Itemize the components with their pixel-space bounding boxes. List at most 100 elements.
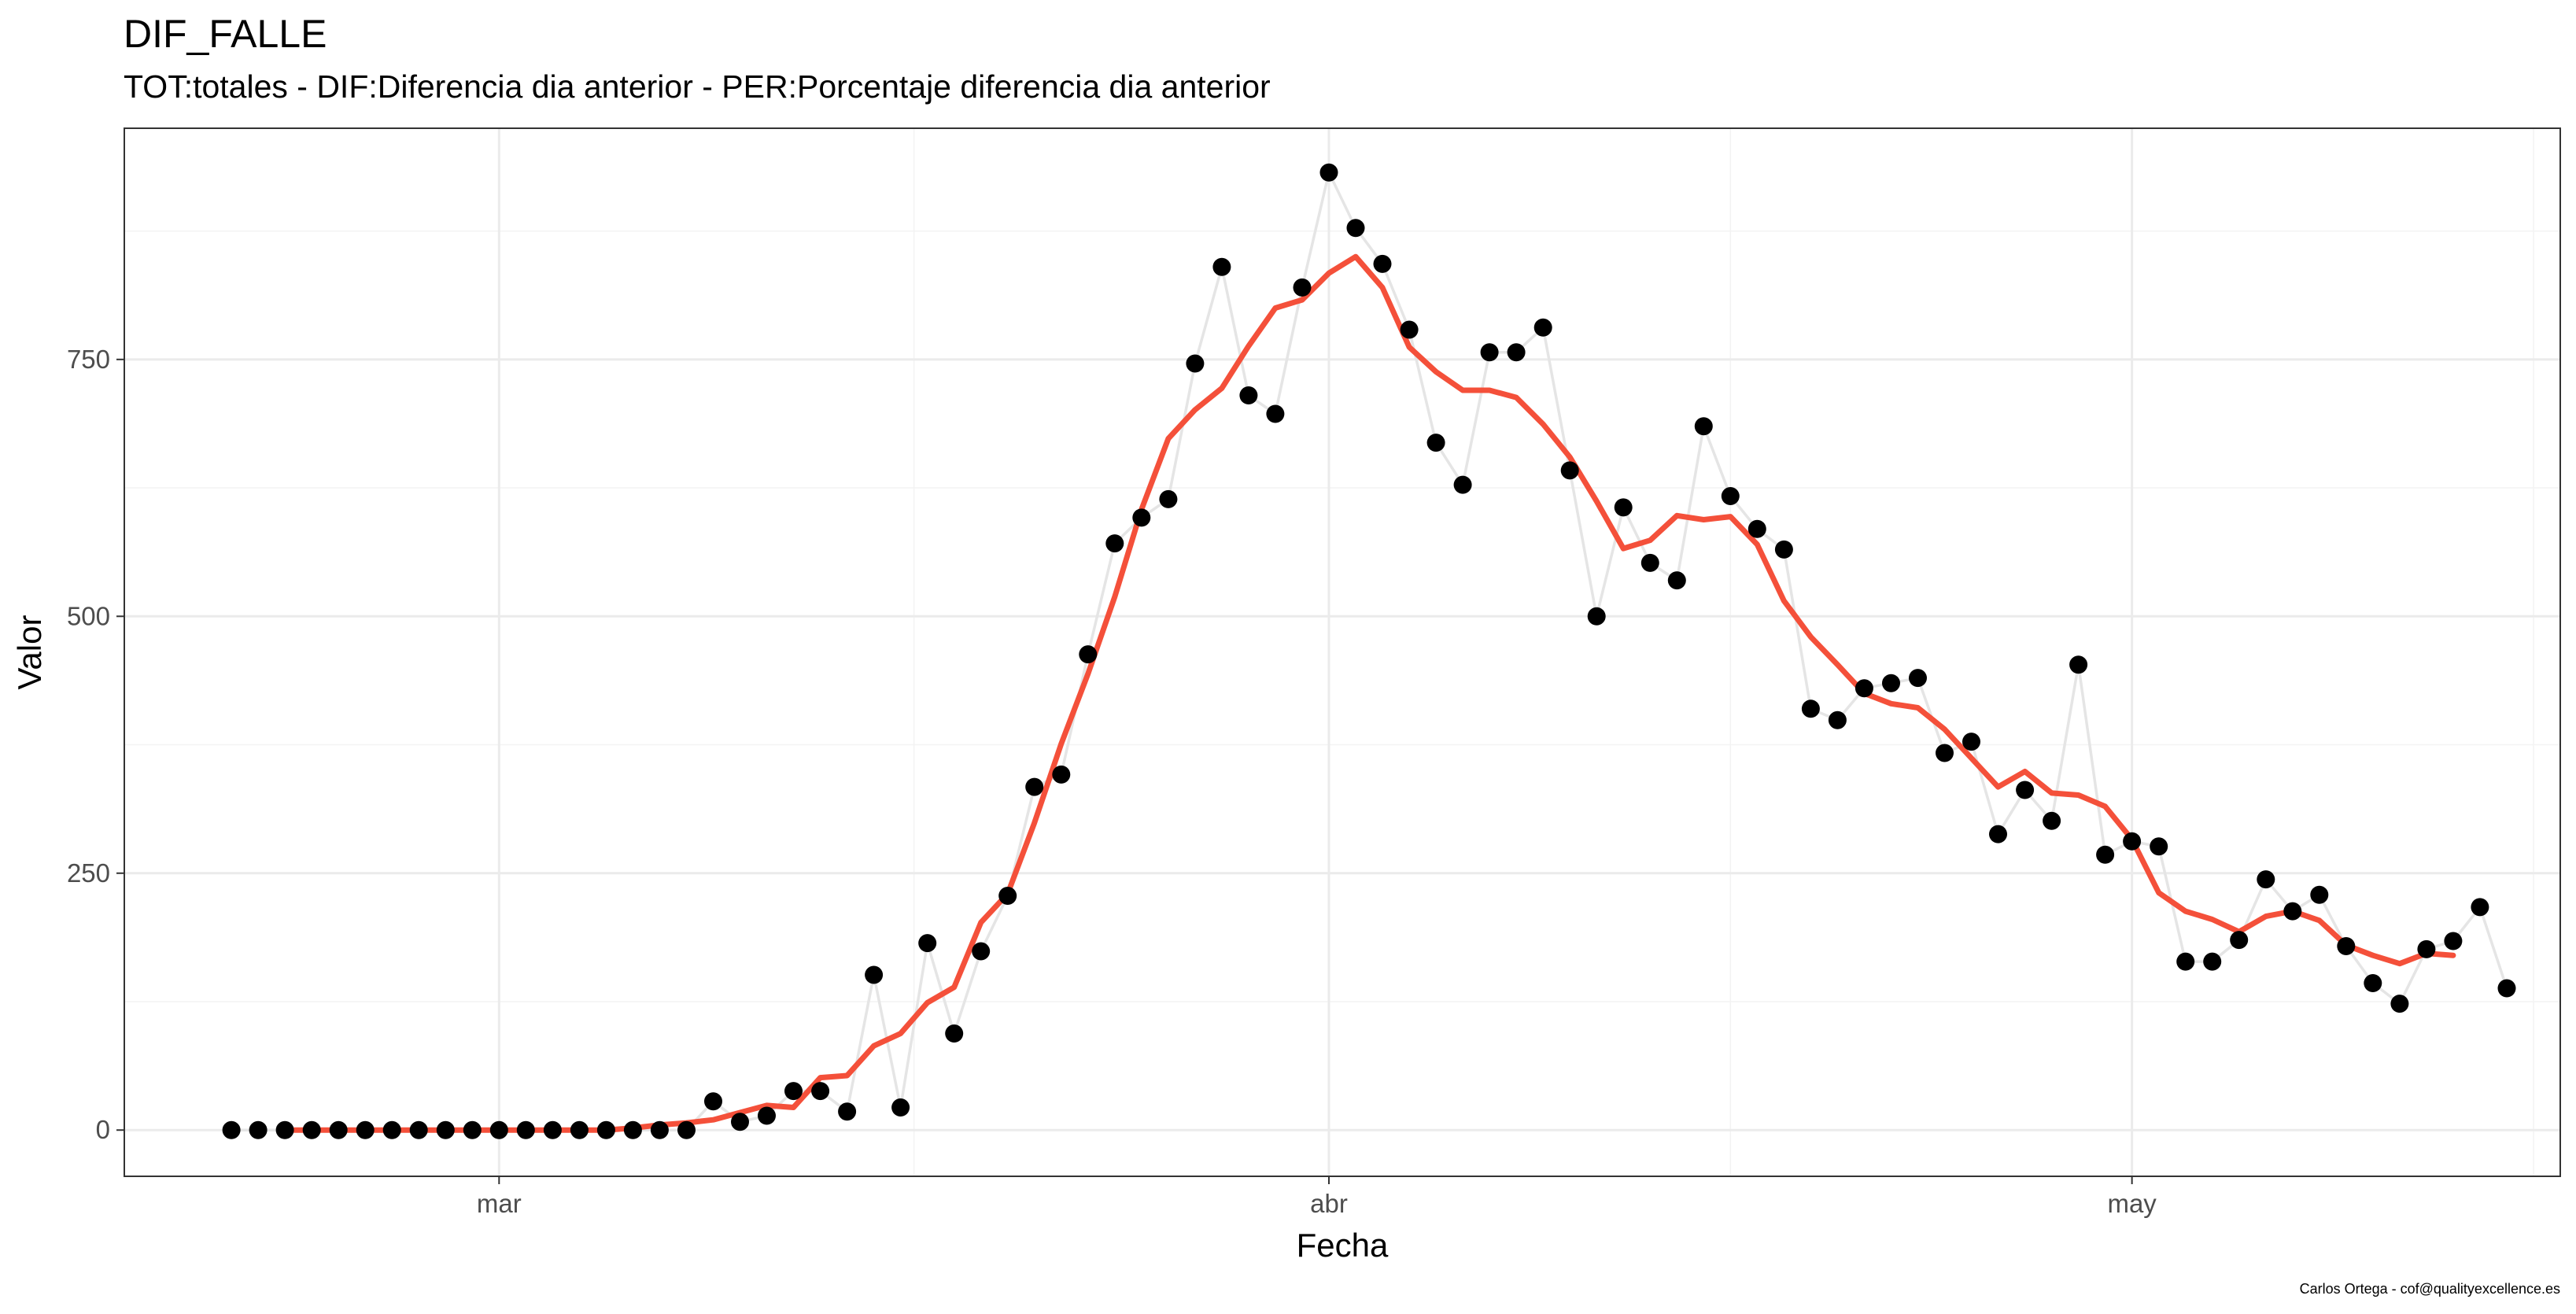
data-point (2257, 870, 2275, 889)
data-point (570, 1120, 589, 1139)
data-point (1962, 733, 1980, 751)
data-point (329, 1120, 348, 1139)
data-point (409, 1120, 428, 1139)
data-point (1105, 534, 1124, 553)
data-point (489, 1120, 508, 1139)
chart-title: DIF_FALLE (124, 12, 327, 56)
data-point (2043, 811, 2061, 830)
grid-layer (124, 128, 2560, 1176)
data-point (1052, 765, 1071, 784)
data-point (275, 1120, 294, 1139)
data-point (1079, 645, 1098, 664)
smooth-layer (282, 253, 2456, 1133)
data-point (356, 1120, 375, 1139)
data-point (838, 1102, 857, 1121)
data-point (623, 1120, 642, 1139)
data-point (1507, 343, 1526, 362)
data-point (1721, 487, 1740, 505)
data-point (2176, 952, 2195, 971)
y-tick-label: 250 (67, 858, 110, 888)
data-point (1453, 475, 1472, 494)
data-point (811, 1082, 830, 1101)
data-point (1239, 386, 1258, 404)
x-tick-label: abr (1310, 1189, 1348, 1218)
data-point (1400, 320, 1419, 339)
data-point (249, 1120, 268, 1139)
data-point (1426, 434, 1445, 452)
data-point (1882, 674, 1900, 692)
data-point (918, 934, 937, 953)
connector-line (231, 171, 2508, 1131)
data-point (945, 1024, 964, 1043)
data-point (436, 1120, 455, 1139)
data-point (516, 1120, 535, 1139)
data-point (382, 1120, 401, 1139)
y-tick-label: 0 (96, 1115, 110, 1144)
data-point (2444, 932, 2463, 950)
data-point (1587, 607, 1606, 626)
chart-caption: Carlos Ortega - cof@qualityexcellence.es (2299, 1281, 2560, 1297)
data-point (2337, 937, 2356, 955)
data-point (1346, 219, 1365, 238)
data-point (1774, 540, 1793, 559)
data-point (972, 942, 991, 961)
data-point (1801, 699, 1820, 718)
data-point (998, 887, 1017, 905)
data-point (2203, 952, 2222, 971)
data-point (1989, 825, 2007, 843)
data-point (1614, 498, 1633, 517)
data-point (2150, 837, 2168, 856)
data-point (2390, 995, 2409, 1013)
data-point (1909, 669, 1927, 688)
x-tick-label: may (2107, 1189, 2157, 1218)
points-layer (222, 163, 2516, 1139)
data-point (1373, 254, 1392, 273)
data-point (1694, 417, 1713, 436)
x-axis-title: Fecha (1297, 1227, 1389, 1264)
data-point (1560, 461, 1579, 480)
data-point (2096, 845, 2115, 864)
data-point (2123, 832, 2142, 851)
data-point (1936, 744, 1954, 762)
data-point (2364, 974, 2382, 992)
data-point (1159, 489, 1178, 508)
data-point (302, 1120, 321, 1139)
axis-layer: 0 250 500 750 mar abr may (67, 345, 2157, 1218)
data-point (1132, 508, 1151, 527)
data-point (758, 1106, 776, 1125)
data-point (1186, 354, 1205, 373)
data-point (1266, 404, 1285, 423)
data-point (865, 965, 884, 984)
data-point (2069, 655, 2088, 674)
data-point (1293, 278, 1312, 297)
data-point (677, 1120, 696, 1139)
y-tick-label: 500 (67, 601, 110, 630)
data-point (1533, 318, 1552, 337)
data-point (891, 1098, 910, 1117)
data-point (704, 1092, 722, 1111)
data-point (2310, 885, 2329, 904)
smoothed-line (282, 253, 2456, 1133)
data-point (1319, 163, 1338, 182)
data-point (731, 1113, 749, 1131)
data-point (2497, 979, 2516, 998)
data-point (543, 1120, 562, 1139)
data-point (1480, 343, 1499, 362)
data-point (784, 1082, 803, 1101)
data-point (2471, 898, 2489, 917)
data-point (1025, 777, 1044, 796)
data-point (1828, 711, 1847, 729)
data-point (1212, 257, 1231, 276)
panel-border (124, 127, 2561, 1177)
data-point (2016, 781, 2035, 799)
data-point (2283, 902, 2302, 921)
data-point (1747, 519, 1766, 538)
data-point (2417, 939, 2436, 958)
data-point (2230, 931, 2249, 950)
data-point (222, 1120, 241, 1139)
data-point (650, 1120, 669, 1139)
data-point (1854, 679, 1873, 698)
connector-layer (231, 171, 2508, 1131)
data-point (1640, 553, 1659, 572)
